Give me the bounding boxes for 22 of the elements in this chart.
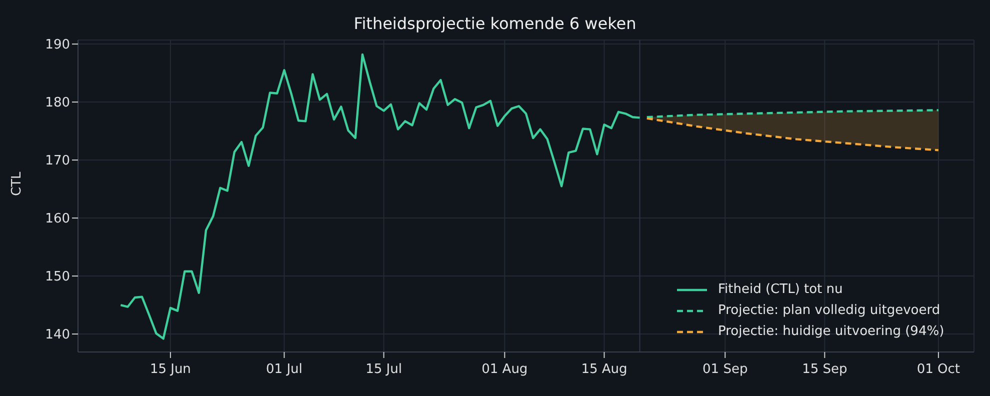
x-tick-label: 01 Sep bbox=[702, 362, 748, 378]
y-tick-label: 170 bbox=[45, 154, 70, 169]
y-tick-label: 150 bbox=[45, 270, 70, 285]
y-tick-label: 190 bbox=[45, 38, 70, 53]
y-tick-label: 140 bbox=[45, 328, 70, 343]
y-tick-label: 180 bbox=[45, 96, 70, 111]
x-tick-label: 15 Sep bbox=[802, 362, 848, 378]
line-series bbox=[646, 117, 940, 152]
x-tick-label: 15 Jun bbox=[150, 362, 191, 378]
x-tick-label: 01 Jul bbox=[266, 362, 302, 378]
y-tick-label: 160 bbox=[45, 212, 70, 227]
x-tick-label: 01 Aug bbox=[482, 362, 528, 378]
chart-title: Fitheidsprojectie komende 6 weken bbox=[352, 14, 638, 33]
x-tick-label: 15 Jul bbox=[366, 362, 402, 378]
x-tick-label: 01 Oct bbox=[916, 362, 960, 378]
legend-label: Fitheid (CTL) tot nu bbox=[718, 281, 843, 299]
legend-label: Projectie: huidige uitvoering (94%) bbox=[718, 323, 944, 341]
y-axis-title: CTL bbox=[10, 170, 25, 196]
line-series bbox=[120, 53, 641, 340]
x-tick-label: 15 Aug bbox=[581, 362, 628, 378]
legend-label: Projectie: plan volledig uitgevoerd bbox=[718, 302, 940, 320]
line-series bbox=[646, 109, 940, 118]
